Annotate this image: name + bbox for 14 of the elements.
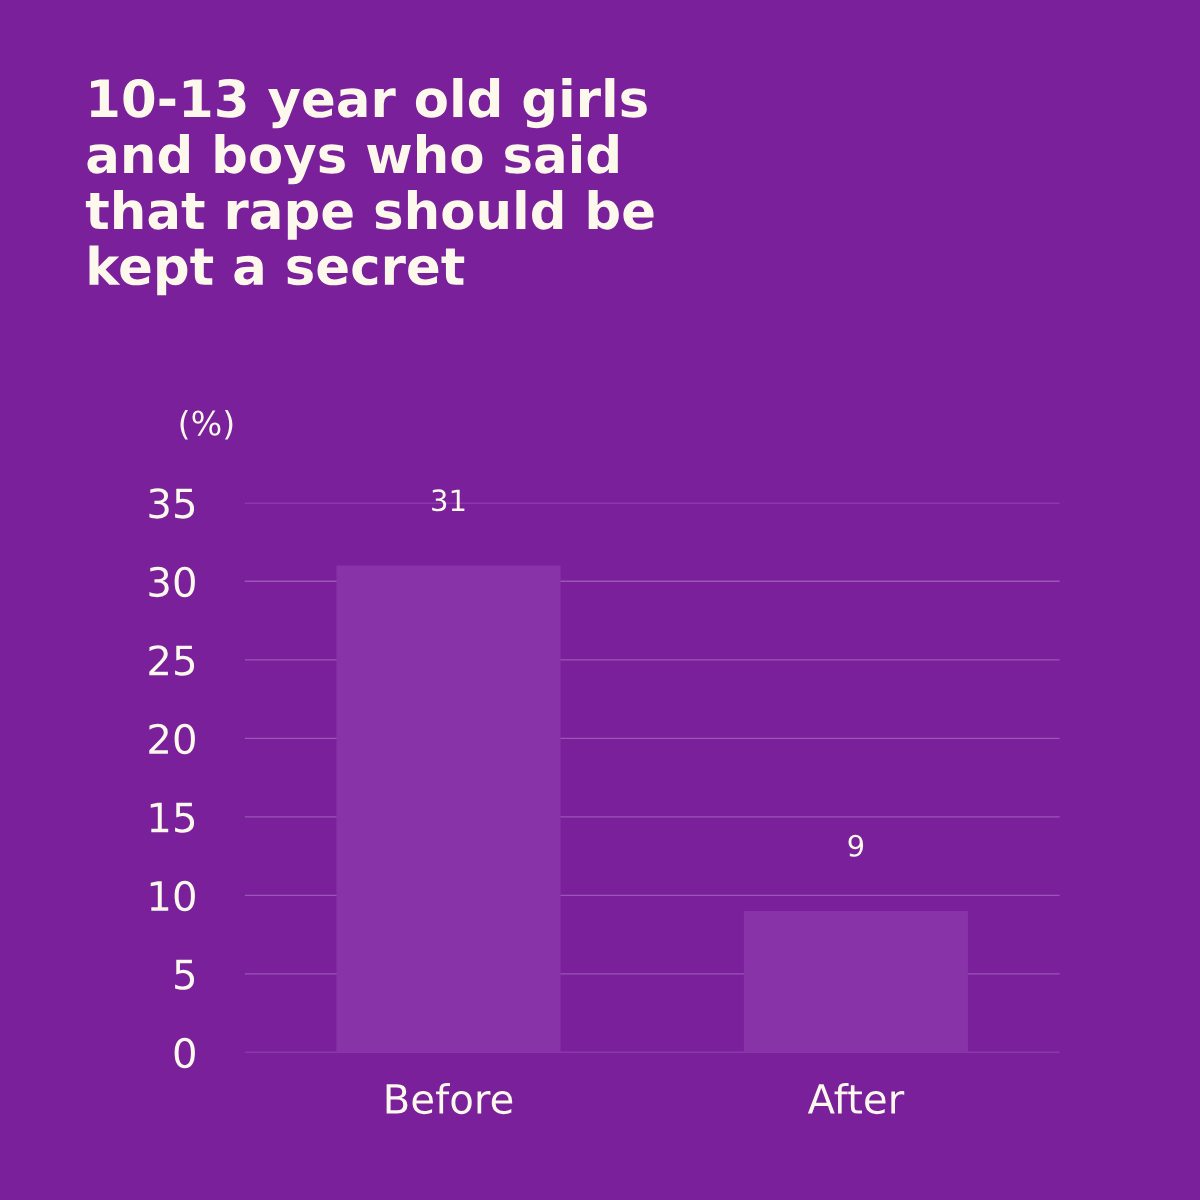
y-tick-label: 25: [149, 645, 195, 676]
y-tick-label: 10: [150, 880, 195, 912]
data-label: 31: [432, 489, 465, 512]
x-tick-label: Before: [386, 1082, 513, 1115]
y-tick-label: 30: [149, 566, 195, 598]
y-tick-label: 20: [149, 723, 195, 755]
y-tick-label: 35: [149, 488, 195, 519]
y-axis-title: (%): [180, 409, 233, 440]
x-tick-label: After: [807, 1082, 905, 1115]
data-label: 9: [848, 834, 864, 857]
y-tick-label: 0: [174, 1037, 195, 1069]
y-tick-label: 15: [150, 802, 195, 833]
y-tick-label: 5: [175, 959, 195, 990]
chart-title: 10-13 year old girls and boys who said that rape should be kept a secret: [85, 78, 654, 296]
